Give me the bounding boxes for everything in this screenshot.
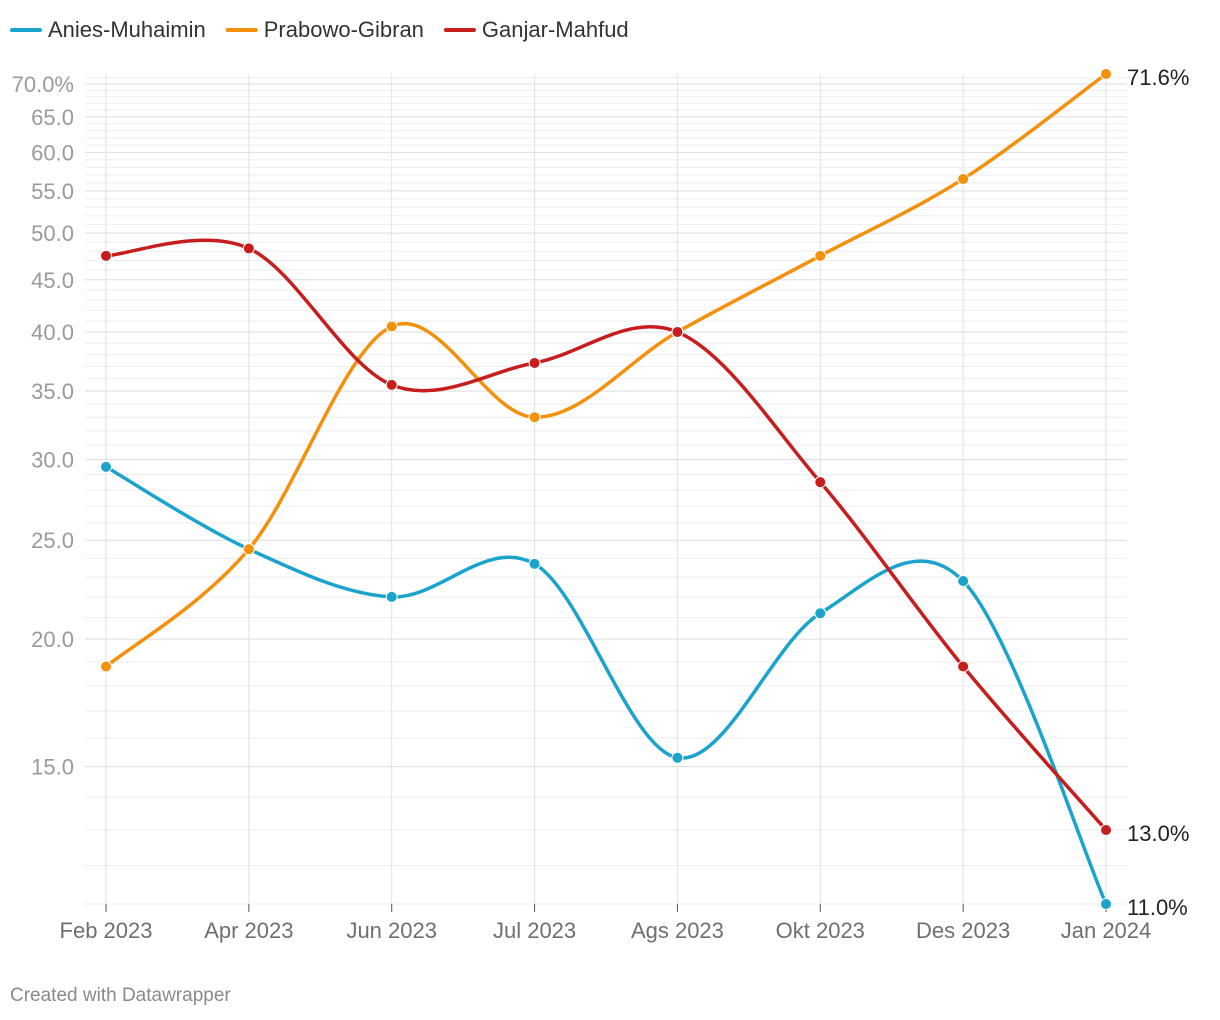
data-point-0-4 bbox=[671, 751, 684, 764]
x-tick-label: Jan 2024 bbox=[1061, 918, 1152, 943]
end-label-1: 71.6% bbox=[1127, 65, 1189, 90]
data-point-1-6 bbox=[957, 172, 970, 185]
legend-label-2: Ganjar-Mahfud bbox=[482, 17, 629, 42]
y-tick-label: 60.0 bbox=[31, 140, 74, 165]
chart-gridlines bbox=[85, 74, 1127, 905]
data-point-0-7 bbox=[1100, 898, 1112, 910]
data-point-2-2 bbox=[385, 378, 398, 391]
data-point-0-2 bbox=[385, 590, 398, 603]
data-point-1-0 bbox=[100, 660, 112, 673]
x-tick-label: Ags 2023 bbox=[631, 918, 724, 943]
y-tick-label: 50.0 bbox=[31, 221, 74, 246]
y-tick-label: 15.0 bbox=[31, 755, 74, 780]
data-point-2-3 bbox=[528, 356, 541, 369]
x-tick-label: Jun 2023 bbox=[346, 918, 437, 943]
end-label-2: 13.0% bbox=[1127, 821, 1189, 846]
y-tick-label: 45.0 bbox=[31, 268, 74, 293]
y-tick-label: 20.0 bbox=[31, 627, 74, 652]
y-tick-label: 40.0 bbox=[31, 320, 74, 345]
y-tick-label: 30.0 bbox=[31, 447, 74, 472]
line-chart: Anies-Muhaimin Prabowo-Gibran Ganjar-Mahfu… bbox=[10, 17, 1189, 943]
chart-series-lines bbox=[104, 72, 1108, 906]
data-point-2-1 bbox=[242, 242, 255, 255]
y-axis-ticks: 15.0 20.0 25.0 30.0 35.0 40.0 45.0 50.0 55.0 60.0… bbox=[12, 72, 74, 780]
data-point-0-3 bbox=[528, 557, 541, 570]
data-point-1-2 bbox=[385, 320, 398, 333]
legend-label-0: Anies-Muhaimin bbox=[48, 17, 206, 42]
data-point-2-7 bbox=[1100, 823, 1112, 836]
chart-legend: Anies-Muhaimin Prabowo-Gibran Ganjar-Mahfu… bbox=[10, 17, 629, 42]
x-tick-label: Jul 2023 bbox=[493, 918, 576, 943]
legend-label-1: Prabowo-Gibran bbox=[264, 17, 424, 42]
data-point-2-0 bbox=[100, 249, 112, 262]
y-tick-label: 70.0% bbox=[12, 72, 74, 97]
data-point-1-5 bbox=[814, 249, 827, 262]
credit-text: Created with Datawrapper bbox=[10, 985, 231, 1006]
x-tick-label: Des 2023 bbox=[916, 918, 1010, 943]
data-point-0-6 bbox=[957, 575, 970, 588]
x-tick-label: Apr 2023 bbox=[204, 918, 293, 943]
y-tick-label: 25.0 bbox=[31, 528, 74, 553]
data-point-0-5 bbox=[814, 607, 827, 620]
data-point-1-7 bbox=[1100, 68, 1112, 80]
data-point-2-6 bbox=[957, 660, 970, 673]
data-point-2-4 bbox=[671, 325, 684, 338]
data-point-1-1 bbox=[242, 543, 255, 556]
x-tick-label: Okt 2023 bbox=[776, 918, 865, 943]
chart-end-labels: 11.0% 71.6% 13.0% bbox=[1127, 65, 1189, 920]
data-point-1-3 bbox=[528, 411, 541, 424]
end-label-0: 11.0% bbox=[1127, 895, 1188, 920]
y-tick-label: 65.0 bbox=[31, 105, 74, 130]
data-point-2-5 bbox=[814, 476, 827, 489]
x-axis-ticks: Feb 2023 Apr 2023 Jun 2023 Jul 2023 Ags 2023… bbox=[60, 904, 1152, 943]
data-point-0-0 bbox=[100, 460, 112, 473]
y-tick-label: 35.0 bbox=[31, 379, 74, 404]
series-line-1 bbox=[104, 72, 1108, 669]
series-line-2 bbox=[104, 238, 1108, 832]
x-tick-label: Feb 2023 bbox=[60, 918, 153, 943]
y-tick-label: 55.0 bbox=[31, 179, 74, 204]
chart-data-points bbox=[100, 68, 1112, 910]
